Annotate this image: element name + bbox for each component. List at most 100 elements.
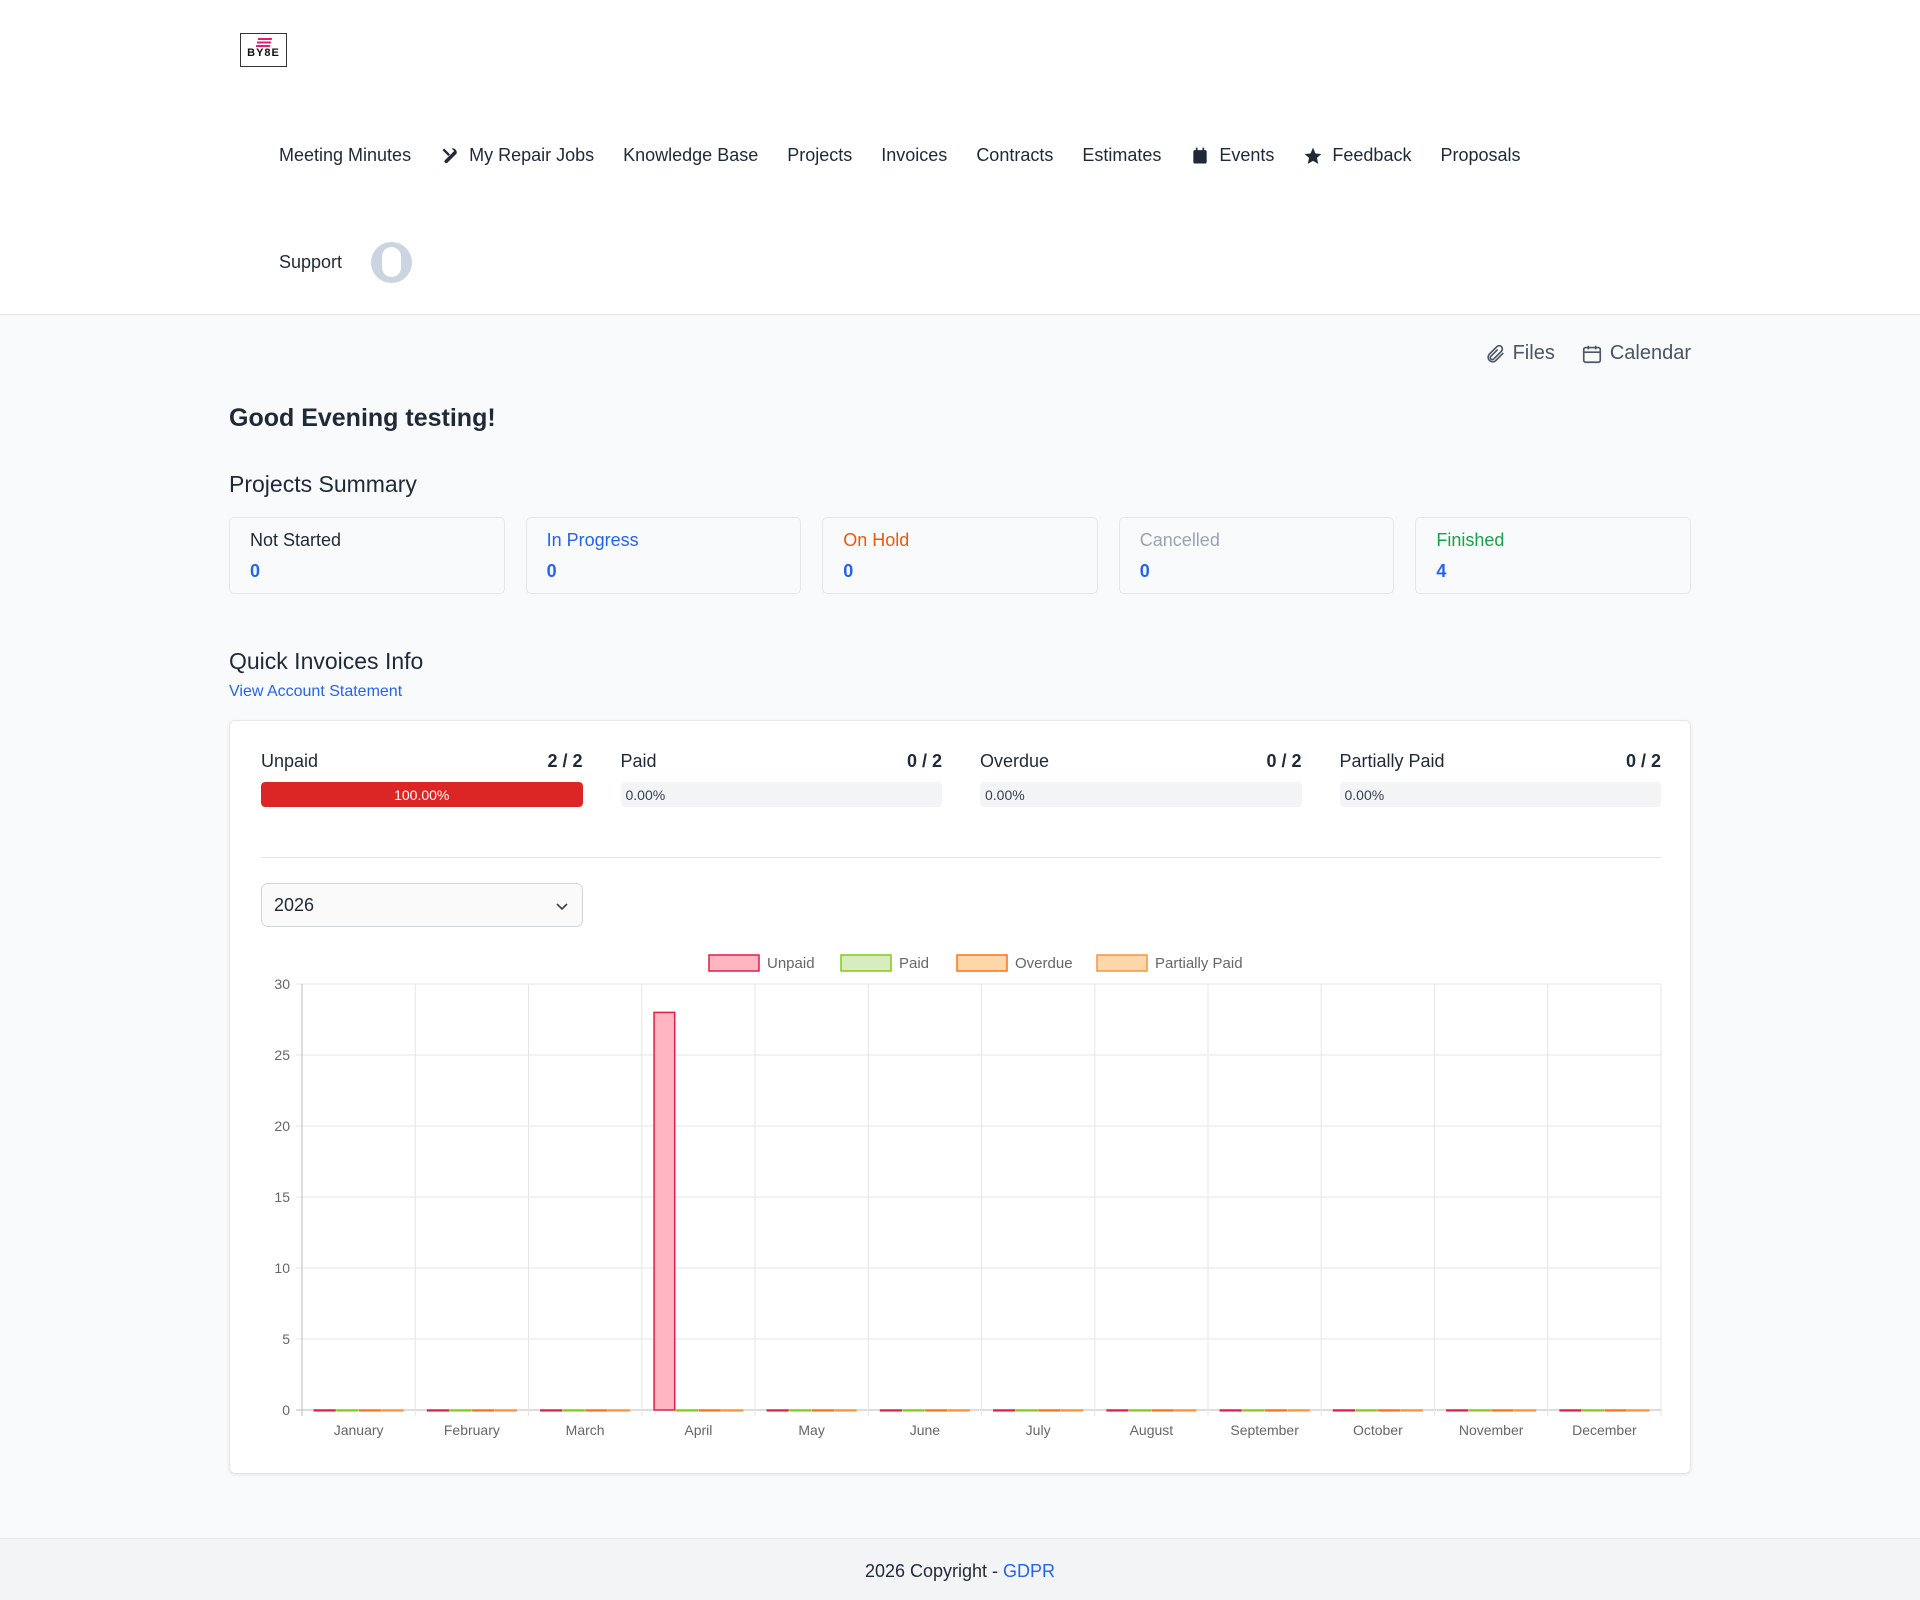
nav-item-projects[interactable]: Projects bbox=[787, 145, 852, 166]
invoice-stats: Unpaid 2 / 2 100.00% Paid 0 / 2 0.00% Overdue 0… bbox=[261, 751, 1661, 807]
x-tick-label: November bbox=[1459, 1422, 1524, 1438]
nav-item-support[interactable]: Support bbox=[279, 252, 342, 273]
year-select[interactable]: 2026 bbox=[261, 883, 583, 927]
invoices-title: Quick Invoices Info bbox=[229, 648, 424, 674]
status-card[interactable]: Finished 4 bbox=[1415, 517, 1691, 594]
status-card[interactable]: Cancelled 0 bbox=[1118, 517, 1395, 594]
x-tick-label: April bbox=[684, 1422, 712, 1438]
bar-partially-paid bbox=[1061, 1409, 1084, 1412]
x-tick-label: July bbox=[1026, 1422, 1051, 1438]
invoice-stat: Unpaid 2 / 2 100.00% bbox=[261, 751, 583, 807]
bar-paid bbox=[449, 1409, 472, 1412]
progress-percent: 100.00% bbox=[394, 787, 450, 803]
logo[interactable]: BY8E bbox=[240, 33, 287, 67]
bar-overdue bbox=[472, 1409, 495, 1412]
status-card-value: 0 bbox=[546, 561, 557, 581]
bar-partially-paid bbox=[608, 1409, 631, 1412]
nav-item-knowledge-base[interactable]: Knowledge Base bbox=[623, 145, 758, 166]
nav-item-contracts[interactable]: Contracts bbox=[976, 145, 1053, 166]
files-link[interactable]: Files bbox=[1484, 342, 1555, 365]
bar-overdue bbox=[698, 1409, 721, 1412]
progress-fill bbox=[261, 782, 583, 807]
nav-item-meeting-minutes[interactable]: Meeting Minutes bbox=[279, 145, 411, 166]
bar-partially-paid bbox=[1400, 1409, 1423, 1412]
gdpr-link[interactable]: GDPR bbox=[1003, 1561, 1056, 1581]
chevron-down-icon bbox=[556, 903, 568, 911]
star-icon bbox=[1303, 146, 1323, 166]
bar-overdue bbox=[1038, 1409, 1061, 1412]
nav-item-feedback[interactable]: Feedback bbox=[1303, 145, 1411, 166]
divider bbox=[261, 857, 1661, 858]
logo-mark-icon bbox=[255, 38, 272, 47]
progress-bar: 0.00% bbox=[1339, 782, 1661, 807]
status-card-value: 0 bbox=[1139, 561, 1150, 581]
legend-swatch bbox=[840, 954, 892, 972]
bar-unpaid bbox=[653, 1011, 676, 1411]
progress-bar: 0.00% bbox=[980, 782, 1302, 807]
legend-label: Overdue bbox=[1015, 955, 1073, 972]
bar-partially-paid bbox=[947, 1409, 970, 1412]
bar-overdue bbox=[1491, 1409, 1514, 1412]
nav-item-label: Feedback bbox=[1332, 145, 1412, 165]
bar-paid bbox=[562, 1409, 585, 1412]
x-tick-label: February bbox=[444, 1422, 500, 1438]
nav-item-label: Support bbox=[279, 252, 343, 272]
legend-swatch bbox=[708, 954, 760, 972]
nav-item-label: Projects bbox=[787, 145, 853, 165]
nav-item-proposals[interactable]: Proposals bbox=[1440, 145, 1520, 166]
bar-unpaid bbox=[766, 1409, 789, 1412]
bar-paid bbox=[675, 1409, 699, 1412]
bar-unpaid bbox=[879, 1409, 902, 1412]
nav-item-invoices[interactable]: Invoices bbox=[881, 145, 947, 166]
year-select-value: 2026 bbox=[274, 895, 315, 915]
nav-item-my-repair-jobs[interactable]: My Repair Jobs bbox=[440, 145, 594, 166]
stat-label: Overdue bbox=[980, 751, 1050, 771]
progress-bar: 100.00% bbox=[261, 782, 583, 807]
status-card[interactable]: On Hold 0 bbox=[822, 517, 1098, 594]
progress-bar: 0.00% bbox=[620, 782, 942, 807]
bar-overdue bbox=[811, 1409, 835, 1412]
greeting: Good Evening testing! bbox=[229, 404, 496, 432]
calendar-link[interactable]: Calendar bbox=[1581, 342, 1691, 365]
footer: 2026 Copyright - GDPR bbox=[0, 1538, 1920, 1600]
nav-item-estimates[interactable]: Estimates bbox=[1082, 145, 1161, 166]
y-tick-label: 5 bbox=[282, 1331, 290, 1347]
user-avatar[interactable] bbox=[371, 242, 413, 283]
bar-paid bbox=[1242, 1409, 1265, 1412]
logo-text: BY8E bbox=[247, 47, 280, 59]
main-nav: Meeting Minutes My Repair Jobs Knowledge B… bbox=[279, 145, 1550, 166]
bar-overdue bbox=[1378, 1409, 1401, 1412]
bar-paid bbox=[1128, 1409, 1152, 1412]
nav-item-label: Meeting Minutes bbox=[279, 145, 412, 165]
progress-percent: 0.00% bbox=[625, 787, 666, 803]
progress-percent: 0.00% bbox=[1344, 787, 1385, 803]
bar-partially-paid bbox=[381, 1409, 404, 1412]
calendar-label: Calendar bbox=[1609, 342, 1691, 364]
status-card-value: 0 bbox=[843, 561, 854, 581]
bar-unpaid bbox=[1219, 1409, 1242, 1412]
status-card-value: 0 bbox=[250, 561, 261, 581]
stat-count: 2 / 2 bbox=[547, 751, 583, 771]
bar-partially-paid bbox=[1514, 1409, 1537, 1412]
bar-partially-paid bbox=[834, 1409, 857, 1412]
bar-paid bbox=[1468, 1409, 1491, 1412]
status-card[interactable]: In Progress 0 bbox=[525, 517, 802, 594]
bar-overdue bbox=[1151, 1409, 1174, 1412]
stat-label: Unpaid bbox=[261, 751, 319, 771]
bar-overdue bbox=[925, 1409, 948, 1412]
stat-count: 0 / 2 bbox=[1266, 751, 1302, 771]
nav-item-label: Proposals bbox=[1440, 145, 1521, 165]
bar-partially-paid bbox=[721, 1409, 744, 1412]
bar-unpaid bbox=[1106, 1409, 1129, 1412]
bar-unpaid bbox=[1559, 1409, 1582, 1412]
view-account-statement-link[interactable]: View Account Statement bbox=[229, 683, 403, 700]
y-tick-label: 15 bbox=[274, 1189, 290, 1205]
legend-label: Partially Paid bbox=[1155, 955, 1243, 972]
y-tick-label: 20 bbox=[274, 1118, 290, 1134]
nav-item-events[interactable]: Events bbox=[1190, 145, 1274, 166]
bar-overdue bbox=[585, 1409, 608, 1412]
bar-unpaid bbox=[1332, 1409, 1355, 1412]
y-tick-label: 30 bbox=[274, 976, 290, 992]
nav-item-label: My Repair Jobs bbox=[469, 145, 595, 165]
status-card[interactable]: Not Started 0 bbox=[229, 517, 505, 594]
